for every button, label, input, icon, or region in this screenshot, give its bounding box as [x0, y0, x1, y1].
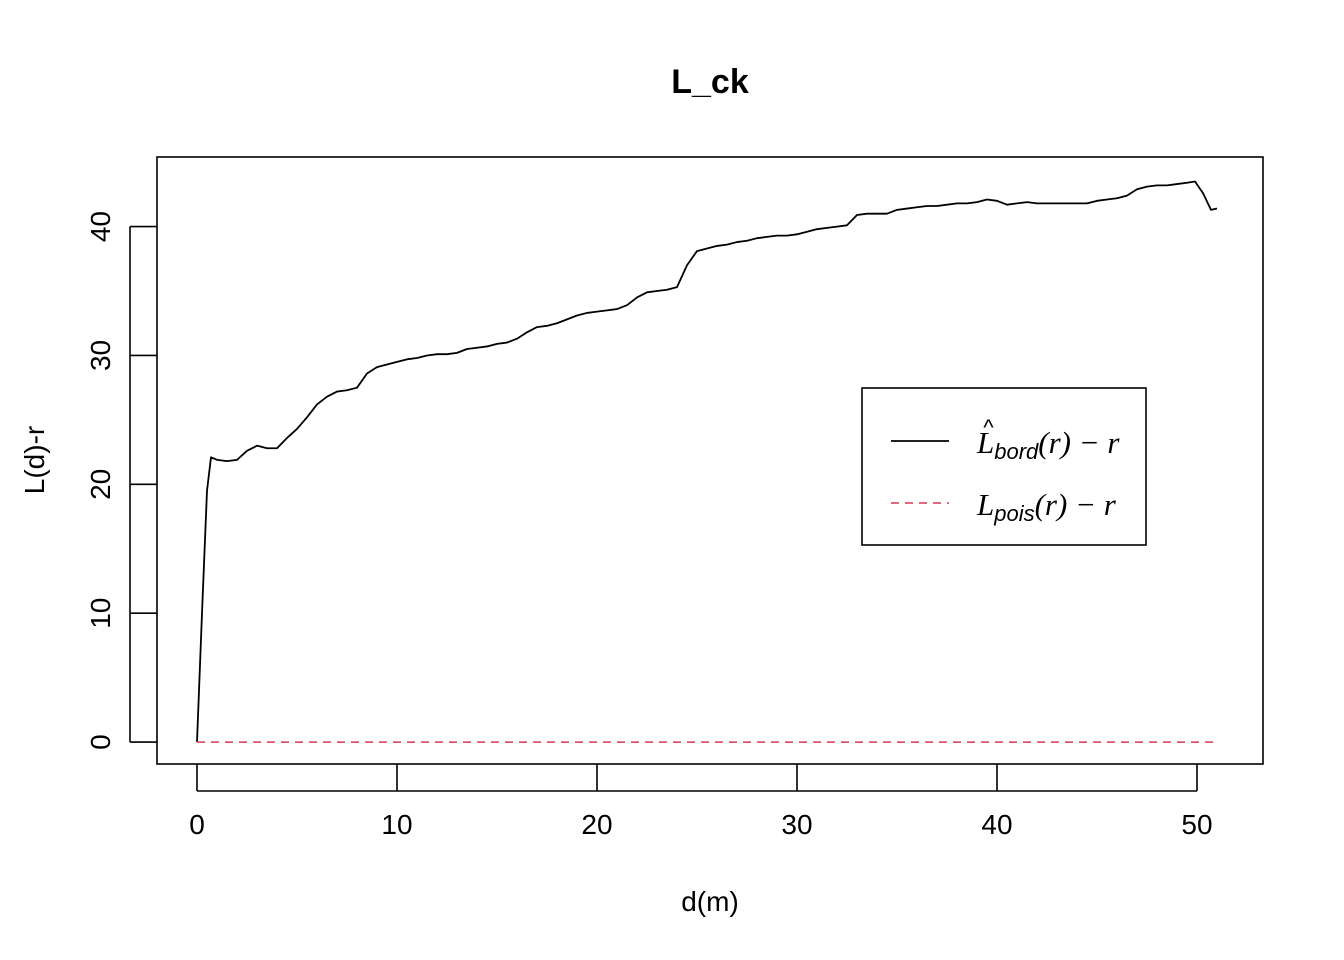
y-tick-label: 30 — [85, 340, 116, 371]
x-tick-label: 30 — [781, 809, 812, 840]
y-tick-label: 20 — [85, 469, 116, 500]
legend: Lbord(r) − r^ Lpois(r) − r — [861, 387, 1147, 546]
series-line-1 — [196, 180, 1218, 743]
legend-label-1: Lbord(r) − r — [976, 425, 1120, 464]
legend-hat-1: ^ — [983, 415, 994, 440]
legend-box — [861, 387, 1147, 546]
x-tick-label: 20 — [581, 809, 612, 840]
y-tick-label: 10 — [85, 598, 116, 629]
chart-title: L_ck — [671, 63, 749, 101]
x-tick-label: 0 — [189, 809, 205, 840]
y-tick-label: 40 — [85, 211, 116, 242]
x-tick-label: 40 — [981, 809, 1012, 840]
y-axis-label: L(d)-r — [19, 426, 50, 494]
x-axis-label: d(m) — [681, 886, 739, 917]
y-tick-label: 0 — [85, 734, 116, 750]
legend-label-2: Lpois(r) − r — [976, 487, 1117, 526]
plot-frame — [156, 156, 1264, 765]
x-tick-label: 10 — [381, 809, 412, 840]
x-axis: 0 10 20 30 40 50 — [189, 764, 1213, 840]
y-axis: 0 10 20 30 40 — [85, 211, 157, 750]
x-tick-label: 50 — [1181, 809, 1212, 840]
